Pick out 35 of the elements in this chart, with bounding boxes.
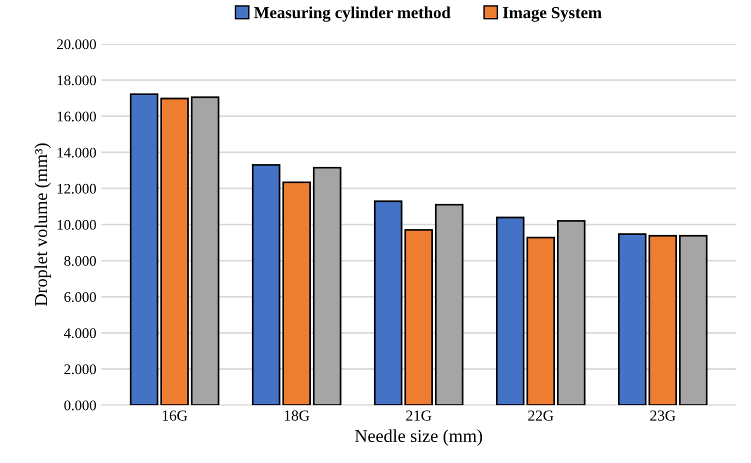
legend-label: Measuring cylinder method (254, 6, 451, 22)
bar (496, 216, 524, 406)
x-tick-label: 18G (284, 410, 310, 421)
bar (648, 234, 678, 406)
y-tick-label: 18.000 (58, 75, 96, 86)
y-tick-label: 12.000 (58, 184, 96, 194)
y-tick-label: 8.000 (64, 256, 96, 266)
bar (190, 96, 220, 406)
bar (404, 229, 433, 406)
y-tick-label: 10.000 (58, 220, 96, 230)
y-tick-label: 2.000 (64, 364, 96, 374)
legend-label: Image System (502, 7, 602, 22)
x-axis-title: Needle size (mm) (355, 429, 482, 446)
x-tick-label: 23G (650, 410, 676, 421)
bar (526, 236, 555, 406)
y-tick-label: 16.000 (58, 112, 96, 122)
y-axis-title: Droplet volume (mm³) (34, 143, 51, 306)
bar (679, 234, 708, 406)
bar (374, 200, 402, 406)
bar (282, 181, 311, 406)
y-tick-label: 0.000 (64, 400, 96, 410)
bar (252, 164, 280, 406)
y-tick-label: 14.000 (58, 148, 96, 158)
bar (160, 98, 189, 406)
x-tick-label: 21G (406, 410, 432, 421)
bar (434, 204, 464, 406)
bar (312, 166, 342, 406)
x-tick-label: 16G (162, 410, 188, 421)
y-tick-label: 20.000 (57, 39, 96, 50)
y-tick-label: 6.000 (64, 292, 96, 302)
x-tick-label: 22G (528, 410, 554, 421)
bar (618, 233, 647, 406)
bar (556, 220, 586, 406)
y-tick-label: 4.000 (64, 328, 96, 338)
bar (130, 93, 158, 406)
